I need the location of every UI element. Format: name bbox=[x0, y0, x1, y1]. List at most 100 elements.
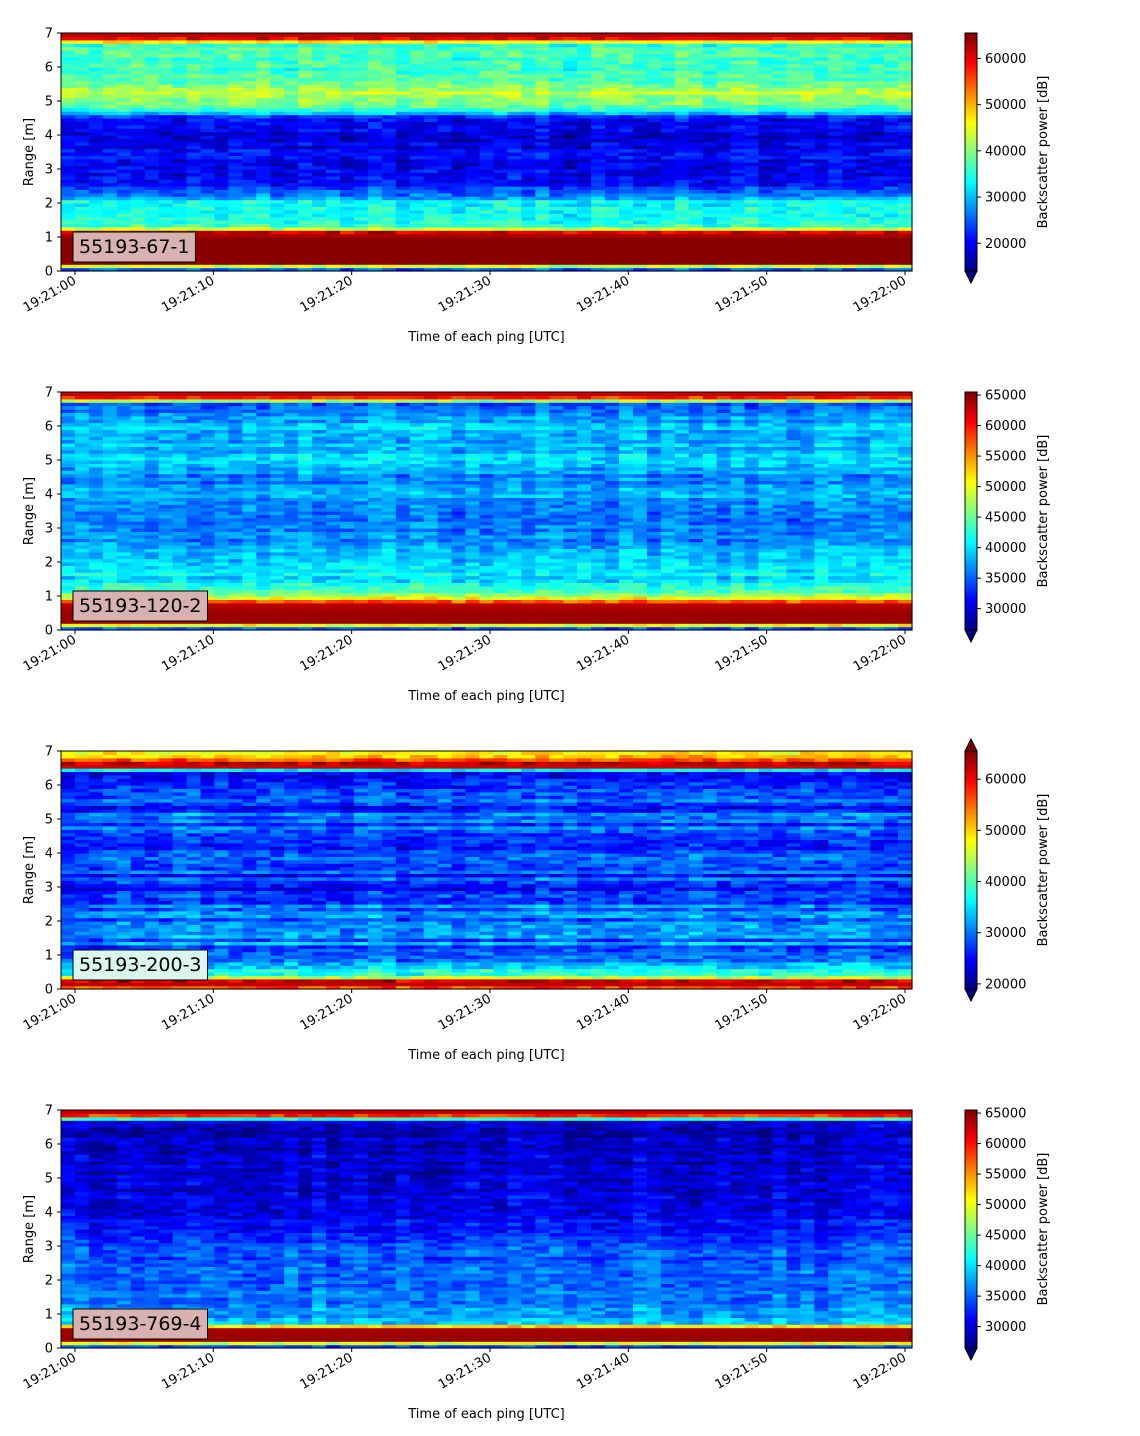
heatmap-cell bbox=[172, 111, 188, 116]
heatmap-cell bbox=[381, 175, 397, 180]
heatmap-cell bbox=[130, 90, 146, 95]
heatmap-cell bbox=[674, 162, 690, 167]
heatmap-cell bbox=[88, 419, 104, 424]
heatmap-cell bbox=[521, 206, 536, 211]
heatmap-cell bbox=[409, 67, 425, 71]
heatmap-cell bbox=[493, 56, 509, 61]
heatmap-cell bbox=[423, 254, 439, 258]
heatmap-cell bbox=[702, 101, 718, 105]
heatmap-cell bbox=[451, 175, 467, 180]
heatmap-cell bbox=[116, 483, 132, 488]
heatmap-cell bbox=[298, 138, 313, 143]
heatmap-cell bbox=[646, 43, 662, 48]
heatmap-cell bbox=[702, 179, 718, 184]
heatmap-cell bbox=[465, 135, 481, 139]
heatmap-cell bbox=[158, 449, 174, 454]
heatmap-cell bbox=[200, 107, 216, 112]
heatmap-cell bbox=[172, 626, 188, 631]
heatmap-cell bbox=[88, 575, 104, 580]
heatmap-cell bbox=[521, 53, 536, 58]
heatmap-cell bbox=[102, 172, 118, 177]
heatmap-cell bbox=[660, 33, 676, 37]
heatmap-cell bbox=[451, 152, 467, 156]
heatmap-cell bbox=[186, 135, 202, 139]
heatmap-cell bbox=[158, 114, 174, 119]
heatmap-cell bbox=[758, 97, 774, 102]
heatmap-cell bbox=[507, 230, 522, 235]
colorbar-segment bbox=[965, 239, 977, 243]
heatmap-cell bbox=[409, 209, 425, 214]
heatmap-cell bbox=[116, 545, 132, 549]
heatmap-cell bbox=[200, 230, 216, 235]
heatmap-cell bbox=[423, 260, 439, 265]
heatmap-cell bbox=[200, 186, 216, 190]
heatmap-cell bbox=[74, 494, 90, 498]
heatmap-cell bbox=[758, 260, 774, 265]
heatmap-cell bbox=[367, 145, 383, 150]
heatmap-cell bbox=[242, 260, 257, 265]
heatmap-cell bbox=[577, 189, 592, 194]
heatmap-cell bbox=[116, 538, 132, 543]
heatmap-cell bbox=[116, 118, 132, 122]
heatmap-cell bbox=[814, 203, 829, 207]
heatmap-cell bbox=[284, 158, 299, 163]
heatmap-cell bbox=[786, 155, 801, 160]
heatmap-cell bbox=[116, 104, 132, 109]
heatmap-cell bbox=[493, 254, 509, 258]
heatmap-cell bbox=[730, 114, 746, 119]
heatmap-cell bbox=[493, 60, 509, 65]
heatmap-cell bbox=[326, 90, 341, 95]
heatmap-cell bbox=[172, 162, 188, 167]
heatmap-cell bbox=[632, 36, 648, 41]
heatmap-cell bbox=[870, 152, 885, 156]
heatmap-cell bbox=[577, 169, 592, 173]
heatmap-cell bbox=[577, 107, 592, 112]
heatmap-cell bbox=[800, 165, 815, 170]
heatmap-cell bbox=[395, 260, 411, 265]
heatmap-cell bbox=[102, 517, 118, 522]
heatmap-cell bbox=[116, 558, 132, 563]
heatmap-cell bbox=[61, 517, 76, 522]
heatmap-cell bbox=[340, 111, 355, 116]
heatmap-cell bbox=[172, 264, 188, 269]
heatmap-cell bbox=[144, 497, 160, 502]
heatmap-cell bbox=[870, 169, 885, 173]
heatmap-cell bbox=[61, 192, 76, 197]
heatmap-cell bbox=[102, 419, 118, 424]
heatmap-cell bbox=[577, 199, 592, 204]
heatmap-cell bbox=[172, 585, 188, 590]
heatmap-cell bbox=[884, 56, 899, 61]
heatmap-cell bbox=[437, 237, 453, 241]
heatmap-cell bbox=[674, 90, 690, 95]
heatmap-cell bbox=[842, 141, 857, 146]
heatmap-cell bbox=[130, 439, 146, 444]
heatmap-cell bbox=[828, 260, 843, 265]
colorbar-segment bbox=[965, 181, 977, 185]
heatmap-cell bbox=[116, 504, 132, 509]
heatmap-cell bbox=[716, 196, 732, 201]
heatmap-cell bbox=[437, 90, 453, 95]
heatmap-cell bbox=[116, 429, 132, 434]
heatmap-cell bbox=[619, 84, 634, 88]
heatmap-cell bbox=[102, 568, 118, 573]
heatmap-cell bbox=[200, 267, 216, 272]
heatmap-cell bbox=[144, 395, 160, 400]
heatmap-cell bbox=[451, 264, 467, 269]
heatmap-cell bbox=[772, 97, 788, 102]
heatmap-cell bbox=[158, 165, 174, 170]
heatmap-cell bbox=[102, 511, 118, 515]
heatmap-cell bbox=[270, 155, 285, 160]
heatmap-cell bbox=[521, 216, 536, 221]
heatmap-cell bbox=[870, 124, 885, 129]
heatmap-cell bbox=[660, 192, 676, 197]
heatmap-cell bbox=[395, 226, 411, 231]
heatmap-cell bbox=[256, 124, 271, 129]
heatmap-cell bbox=[423, 77, 439, 82]
heatmap-cell bbox=[88, 507, 104, 512]
heatmap-cell bbox=[256, 53, 271, 58]
heatmap-cell bbox=[744, 179, 760, 184]
heatmap-cell bbox=[549, 152, 564, 156]
heatmap-cell bbox=[702, 135, 718, 139]
heatmap-cell bbox=[716, 36, 732, 41]
heatmap-cell bbox=[367, 216, 383, 221]
